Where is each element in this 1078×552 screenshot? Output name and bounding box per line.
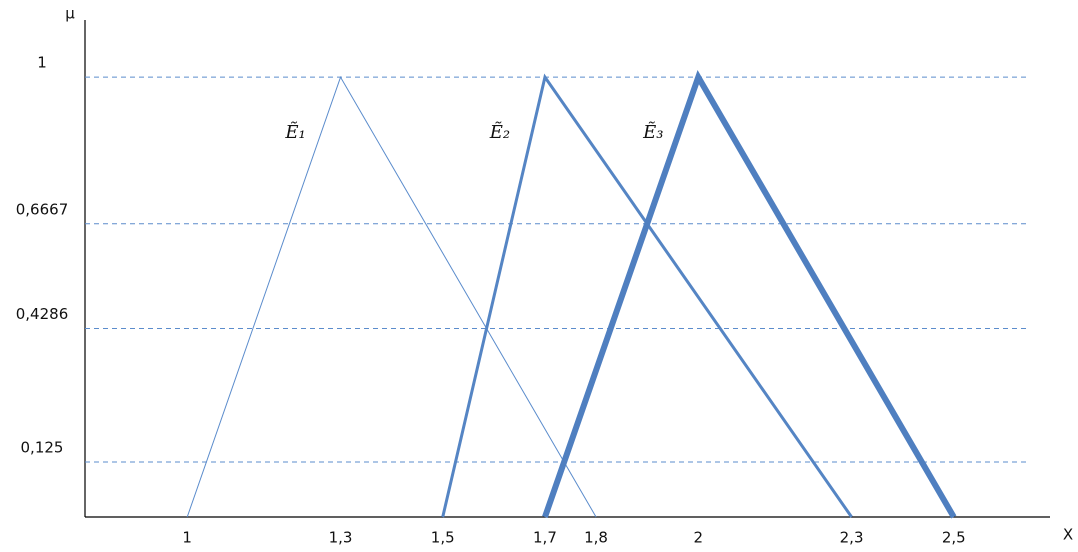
y-tick-label: 0,4286: [16, 305, 69, 323]
x-tick-label: 1,8: [584, 529, 608, 547]
fuzzy-number-line: [542, 70, 957, 519]
y-axis-label: μ: [65, 5, 75, 23]
x-tick-label: 1,3: [329, 529, 353, 547]
x-tick-label: 2: [693, 529, 703, 547]
y-tick-label: 1: [37, 54, 47, 72]
y-tick-label: 0,125: [21, 439, 64, 457]
x-tick-label: 1,7: [533, 529, 557, 547]
y-tick-label: 0,6667: [16, 200, 69, 218]
x-axis-label: X: [1063, 526, 1073, 544]
x-tick-label: 1: [182, 529, 192, 547]
fuzzy-number-line: [186, 75, 597, 518]
x-tick-label: 1,5: [431, 529, 455, 547]
x-tick-label: 2,5: [942, 529, 966, 547]
fuzzy-number-line: [441, 73, 853, 518]
x-tick-label: 2,3: [840, 529, 864, 547]
series-label: Ẽ₃: [642, 121, 663, 143]
series-label: Ẽ₂: [489, 121, 510, 143]
series-label: Ẽ₁: [284, 121, 305, 143]
